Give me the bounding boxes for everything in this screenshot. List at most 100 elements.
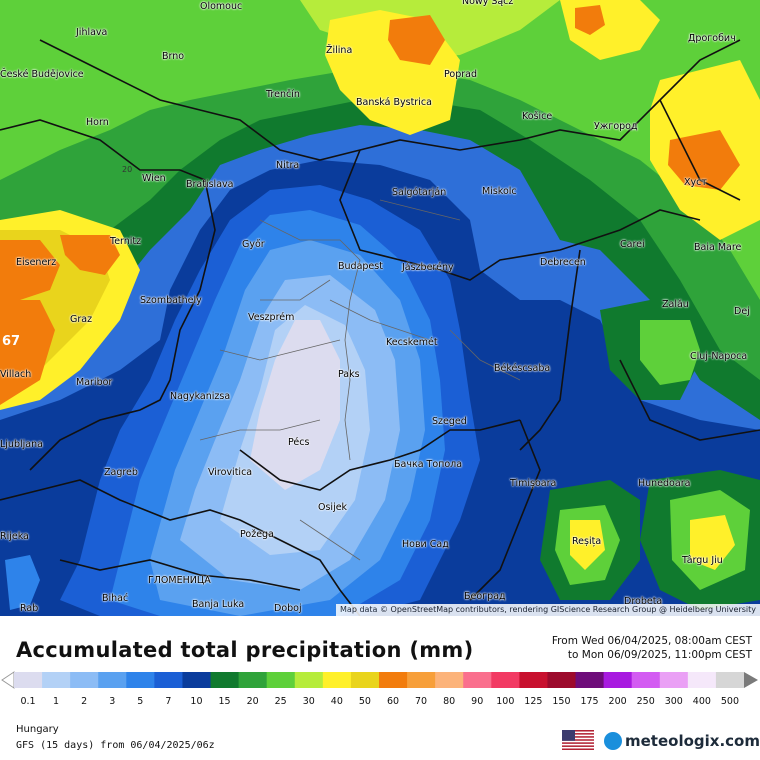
legend-label: 70	[415, 696, 428, 707]
city-label: Osijek	[318, 502, 348, 513]
city-label: Дрогобич	[688, 33, 736, 44]
precipitation-map[interactable]: 20 67 Olomouc Nowy Sącz Дрог	[0, 0, 760, 616]
color-legend	[1, 671, 758, 689]
city-label: Banja Luka	[192, 599, 245, 610]
city-label: Ternitz	[110, 236, 142, 247]
model-run: GFS (15 days) from 06/04/2025/06z	[16, 740, 215, 751]
legend-label: 20	[246, 696, 259, 707]
city-label: Horn	[86, 117, 109, 128]
map-title: Accumulated total precipitation (mm)	[16, 638, 474, 662]
region-name: Hungary	[16, 724, 59, 735]
city-label: Nitra	[276, 160, 300, 171]
legend-swatch	[463, 672, 492, 688]
precipitation-field: 20 67	[0, 0, 760, 616]
region-borders	[199, 199, 521, 561]
legend-labels: 0.1 1 2 3 5 7 10 15 20 25 30 40 50 60 70 80 90 100 125 150 1…	[0, 696, 760, 710]
city-label: Szombathely	[140, 295, 202, 306]
legend-max-arrow	[744, 672, 758, 688]
city-label: Bratislava	[186, 179, 234, 190]
city-label: Zalău	[662, 299, 689, 310]
legend-label: 175	[580, 696, 599, 707]
period-info: From Wed 06/04/2025, 08:00am CEST to Mon…	[552, 634, 752, 662]
city-label: Požega	[240, 529, 274, 540]
city-label: Хуст	[684, 177, 707, 188]
legend-min-arrow	[1, 671, 15, 689]
city-label: České Budějovice	[0, 69, 84, 80]
legend-swatch	[126, 672, 155, 688]
city-label: Szeged	[432, 416, 467, 427]
legend-label: 300	[664, 696, 683, 707]
legend-label: 25	[274, 696, 287, 707]
legend-label: 50	[358, 696, 371, 707]
legend-label: 125	[524, 696, 543, 707]
city-label: Rab	[20, 603, 39, 614]
legend-label: 80	[443, 696, 456, 707]
legend-swatch	[435, 672, 464, 688]
edge-value-label: 67	[2, 334, 20, 349]
legend-swatch	[210, 672, 240, 688]
legend-label: 1	[53, 696, 60, 707]
city-label: Villach	[0, 369, 32, 380]
city-label: Žilina	[326, 45, 353, 56]
legend-swatch	[42, 672, 71, 688]
city-label: Jászberény	[402, 262, 454, 273]
country-borders	[0, 39, 760, 616]
city-label: Bihać	[102, 593, 129, 604]
legend-swatch	[687, 672, 717, 688]
legend-swatch	[70, 672, 99, 688]
city-label: Veszprém	[248, 312, 295, 323]
legend-swatch	[266, 672, 296, 688]
city-label: Timișoara	[510, 478, 557, 489]
city-label: Drobeta	[624, 596, 663, 607]
city-label: Banská Bystrica	[356, 97, 432, 108]
legend-label: 15	[218, 696, 231, 707]
city-label: Miskolc	[482, 186, 517, 197]
city-label: Jihlava	[76, 27, 108, 38]
city-label: Baia Mare	[694, 242, 742, 253]
legend-label: 0.1	[20, 696, 36, 707]
city-label: Paks	[338, 369, 360, 380]
legend-label: 30	[302, 696, 315, 707]
legend-swatch	[659, 672, 689, 688]
city-label: Győr	[242, 239, 265, 250]
city-label: Eisenerz	[16, 257, 57, 268]
legend-swatch	[379, 672, 408, 688]
legend-label: 40	[330, 696, 343, 707]
legend-label: 200	[608, 696, 627, 707]
legend-swatch	[294, 672, 324, 688]
city-label: Graz	[70, 314, 93, 325]
meteologix-logo[interactable]: meteologix.com	[604, 730, 760, 752]
city-label: Nowy Sącz	[462, 0, 514, 7]
meteologix-logo-icon	[604, 732, 622, 750]
period-to: to Mon 06/09/2025, 11:00pm CEST	[567, 649, 752, 661]
city-label: Budapest	[338, 261, 383, 272]
legend-label: 150	[552, 696, 571, 707]
us-flag-icon[interactable]	[562, 730, 594, 750]
city-label: Бачка Топола	[394, 459, 463, 470]
legend-label: 2	[81, 696, 88, 707]
legend-label: 7	[165, 696, 172, 707]
legend-swatch	[238, 672, 268, 688]
city-label: Virovitica	[208, 467, 253, 478]
legend-swatch	[631, 672, 661, 688]
map-footer: Accumulated total precipitation (mm) Fro…	[0, 616, 760, 760]
city-label: Brno	[162, 51, 185, 62]
legend-label: 10	[190, 696, 203, 707]
legend-swatch	[715, 672, 745, 688]
legend-label: 90	[471, 696, 484, 707]
city-label: Carei	[620, 239, 645, 250]
city-label: Zagreb	[104, 467, 138, 478]
legend-label: 250	[636, 696, 655, 707]
city-label: Ужгород	[594, 121, 638, 132]
legend-swatch	[407, 672, 436, 688]
city-label: Wien	[142, 173, 166, 184]
legend-swatch	[519, 672, 548, 688]
legend-swatch	[575, 672, 605, 688]
city-label: Békéscsaba	[494, 363, 551, 374]
city-label: Debrecen	[540, 257, 586, 268]
city-label: Košice	[522, 111, 553, 122]
city-label: Salgótarján	[392, 187, 447, 198]
city-label: Hunedoara	[638, 478, 691, 489]
city-label: Ljubljana	[0, 439, 43, 450]
legend-label: 500	[720, 696, 739, 707]
